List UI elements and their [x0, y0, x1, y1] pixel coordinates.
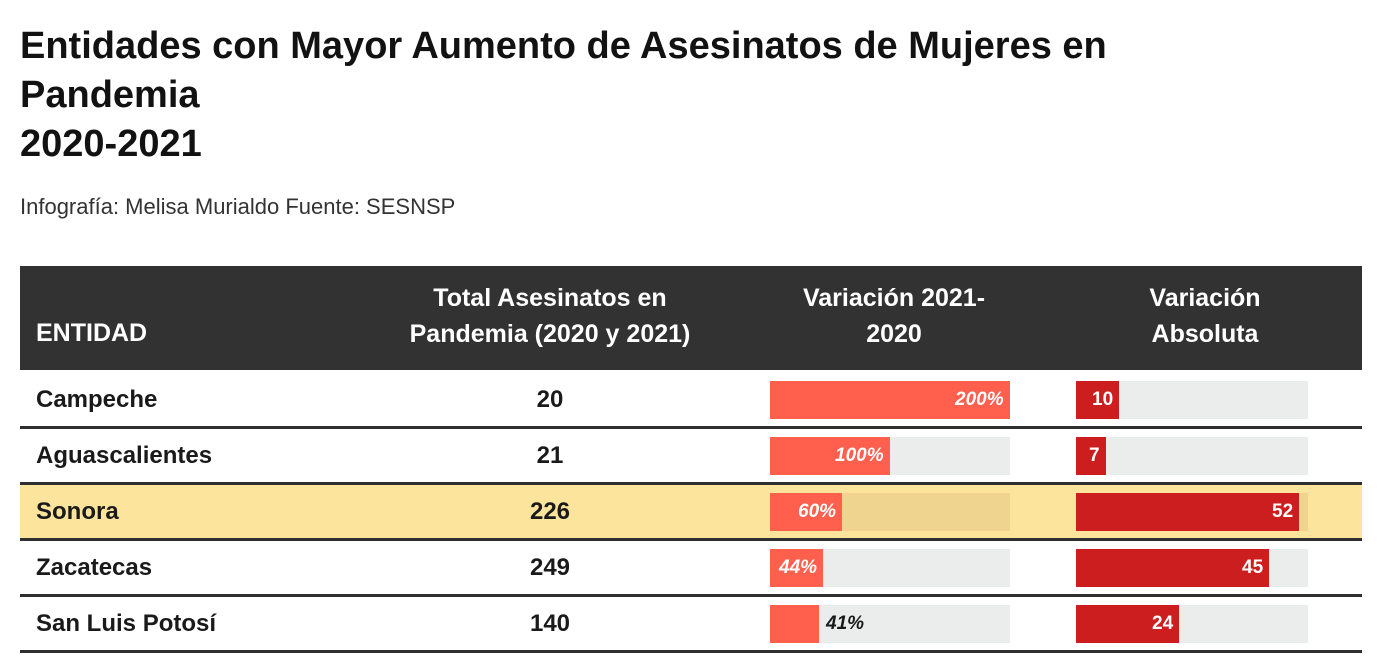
table-body: Campeche 20 200% 10 Aguascalientes 21 100% 7 Son… — [20, 370, 1362, 653]
cell-variacion: 44% — [740, 539, 1048, 597]
absoluta-bar — [1076, 604, 1179, 643]
table-row: Campeche 20 200% 10 — [20, 370, 1362, 429]
cell-absoluta: 7 — [1048, 427, 1362, 485]
variacion-label: 100% — [835, 444, 884, 466]
data-table: ENTIDAD Total Asesinatos en Pandemia (20… — [20, 266, 1362, 653]
cell-variacion: 41% — [740, 595, 1048, 653]
variacion-bar — [770, 492, 842, 531]
absoluta-track: 10 — [1076, 380, 1308, 419]
cell-absoluta: 24 — [1048, 595, 1362, 653]
cell-total: 21 — [360, 427, 740, 485]
variacion-label: 44% — [779, 556, 818, 578]
absoluta-bar — [1076, 492, 1299, 531]
header-absoluta: Variación Absoluta — [1048, 266, 1362, 373]
variacion-track: 200% — [770, 380, 1010, 419]
cell-absoluta: 10 — [1048, 370, 1362, 429]
variacion-track: 44% — [770, 548, 1010, 587]
header-line: Total Asesinatos en — [433, 284, 667, 312]
absoluta-track: 24 — [1076, 604, 1308, 643]
variacion-track: 100% — [770, 436, 1010, 475]
header-line: Variación — [1149, 284, 1261, 312]
header-variacion: Variación 2021- 2020 — [740, 266, 1048, 373]
table-header-row: ENTIDAD Total Asesinatos en Pandemia (20… — [20, 266, 1362, 373]
cell-variacion: 60% — [740, 483, 1048, 541]
absoluta-label: 10 — [1092, 388, 1114, 410]
header-total: Total Asesinatos en Pandemia (2020 y 202… — [360, 266, 740, 373]
cell-total: 226 — [360, 483, 740, 541]
variacion-bar — [770, 436, 890, 475]
absoluta-label: 7 — [1089, 444, 1100, 466]
header-line: 2020 — [866, 320, 922, 348]
table-row: Sonora 226 60% 52 — [20, 483, 1362, 541]
variacion-bar — [770, 604, 819, 643]
cell-absoluta: 45 — [1048, 539, 1362, 597]
chart-title: Entidades con Mayor Aumento de Asesinato… — [20, 22, 1320, 169]
variacion-track: 41% — [770, 604, 1010, 643]
header-line: ENTIDAD — [36, 319, 148, 347]
table-row: Zacatecas 249 44% 45 — [20, 539, 1362, 597]
cell-total: 140 — [360, 595, 740, 653]
cell-entidad: Campeche — [20, 370, 360, 429]
variacion-label: 200% — [955, 388, 1004, 410]
cell-entidad: San Luis Potosí — [20, 595, 360, 653]
cell-variacion: 100% — [740, 427, 1048, 485]
absoluta-track: 7 — [1076, 436, 1308, 475]
table-row: Aguascalientes 21 100% 7 — [20, 427, 1362, 485]
table-row: San Luis Potosí 140 41% 24 — [20, 595, 1362, 653]
variacion-track: 60% — [770, 492, 1010, 531]
absoluta-label: 24 — [1152, 612, 1174, 634]
absoluta-bar — [1076, 436, 1106, 475]
header-entidad: ENTIDAD — [20, 266, 360, 373]
absoluta-track: 45 — [1076, 548, 1308, 587]
cell-entidad: Aguascalientes — [20, 427, 360, 485]
cell-entidad: Sonora — [20, 483, 360, 541]
chart-subtitle: Infografía: Melisa Murialdo Fuente: SESN… — [20, 194, 456, 219]
absoluta-track: 52 — [1076, 492, 1308, 531]
cell-absoluta: 52 — [1048, 483, 1362, 541]
cell-entidad: Zacatecas — [20, 539, 360, 597]
cell-total: 20 — [360, 370, 740, 429]
cell-variacion: 200% — [740, 370, 1048, 429]
header-line: Pandemia (2020 y 2021) — [409, 320, 691, 348]
header-line: Variación 2021- — [802, 284, 986, 312]
title-line: Entidades con Mayor Aumento de Asesinato… — [20, 25, 1107, 67]
absoluta-bar — [1076, 548, 1269, 587]
title-line: Pandemia — [20, 74, 200, 116]
absoluta-label: 52 — [1272, 500, 1294, 522]
variacion-label: 60% — [798, 500, 837, 522]
variacion-bar — [770, 548, 823, 587]
variacion-bar — [770, 380, 1010, 419]
absoluta-label: 45 — [1242, 556, 1264, 578]
absoluta-bar — [1076, 380, 1119, 419]
header-line: Absoluta — [1151, 320, 1259, 348]
cell-total: 249 — [360, 539, 740, 597]
title-line: 2020-2021 — [20, 123, 202, 165]
variacion-label: 41% — [826, 612, 865, 634]
